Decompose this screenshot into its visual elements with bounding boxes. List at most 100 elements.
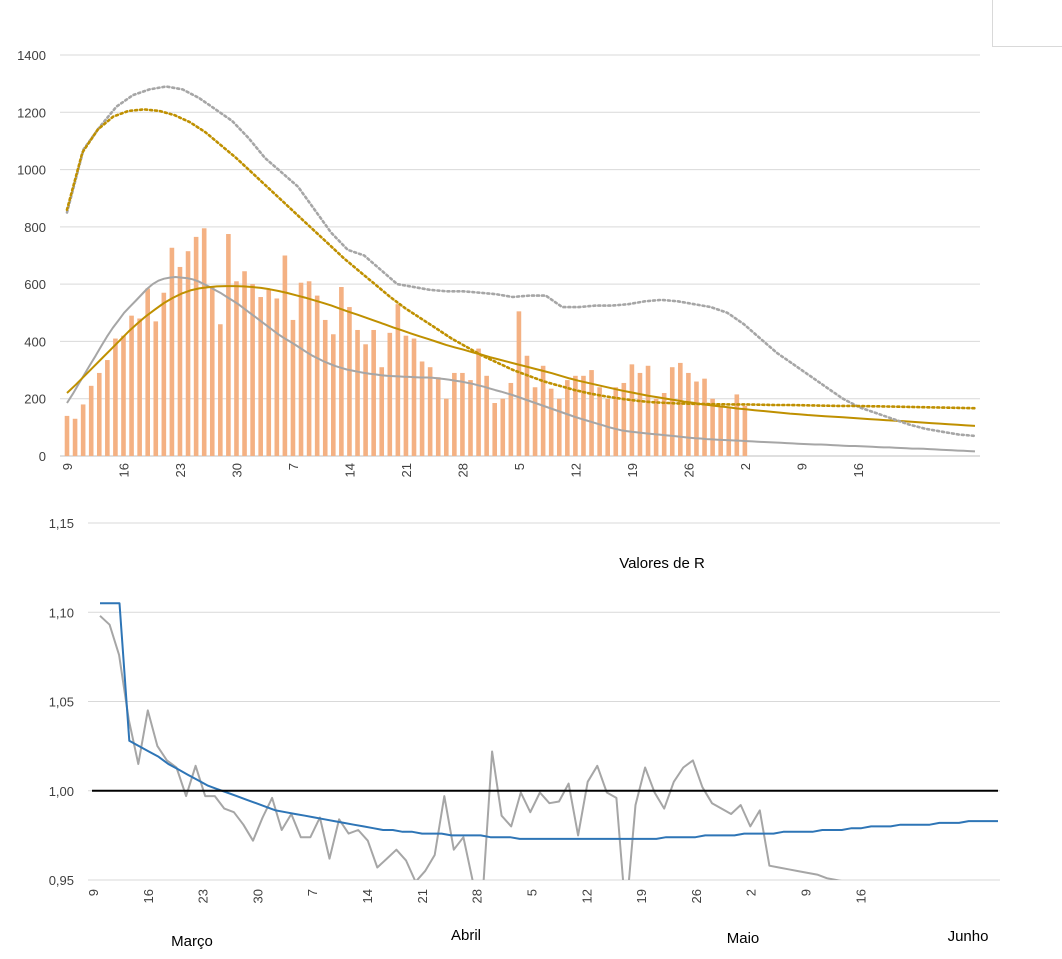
top-bar bbox=[387, 332, 393, 456]
bottom-y-tick-label: 0,95 bbox=[49, 873, 74, 888]
top-bar bbox=[379, 367, 385, 456]
top-bar bbox=[129, 315, 134, 456]
top-bar bbox=[669, 367, 675, 456]
top-bar bbox=[573, 375, 578, 456]
top-bar bbox=[565, 380, 570, 456]
top-bar bbox=[419, 361, 425, 456]
top-bar bbox=[314, 295, 320, 456]
top-x-tick-label: 28 bbox=[455, 463, 470, 477]
top-y-tick-label: 1400 bbox=[17, 48, 46, 63]
month-label-marco: Março bbox=[171, 933, 213, 950]
bottom-chart-x-ticks: 9 16 23 30 7 14 21 28 5 12 19 26 2 9 16 bbox=[86, 889, 868, 903]
bottom-x-tick-label: 26 bbox=[689, 889, 704, 903]
bottom-series-line bbox=[100, 602, 998, 840]
bottom-x-tick-label: 7 bbox=[305, 889, 320, 896]
bottom-x-tick-label: 2 bbox=[744, 889, 759, 896]
top-bar bbox=[621, 382, 627, 456]
top-series-line bbox=[65, 108, 977, 410]
top-x-tick-label: 7 bbox=[286, 463, 301, 470]
top-bar bbox=[290, 319, 296, 456]
top-bar bbox=[452, 372, 457, 456]
top-x-tick-label: 23 bbox=[173, 463, 188, 477]
bottom-series-line bbox=[99, 615, 842, 880]
top-bar bbox=[524, 355, 530, 456]
top-chart-x-ticks: 9 16 23 30 7 14 21 28 5 12 19 26 2 9 16 bbox=[60, 463, 866, 477]
top-bar bbox=[597, 387, 602, 456]
bottom-x-tick-label: 21 bbox=[415, 889, 430, 903]
top-bar bbox=[226, 234, 231, 456]
top-chart-y-ticks: 0 200 400 600 800 1000 1200 1400 bbox=[17, 48, 46, 464]
top-x-tick-label: 9 bbox=[794, 463, 809, 470]
top-bar bbox=[443, 398, 449, 456]
top-x-tick-label: 21 bbox=[399, 463, 414, 477]
top-bar bbox=[548, 388, 554, 456]
top-x-tick-label: 30 bbox=[229, 463, 244, 477]
top-bar bbox=[331, 334, 336, 456]
chart-corner-frame bbox=[992, 0, 1062, 47]
top-bar bbox=[250, 284, 255, 456]
top-bar bbox=[653, 398, 659, 456]
top-bar bbox=[113, 338, 118, 456]
top-bar bbox=[347, 307, 352, 456]
top-bar bbox=[209, 287, 215, 456]
bottom-x-tick-label: 19 bbox=[634, 889, 649, 903]
top-y-tick-label: 0 bbox=[39, 449, 46, 464]
top-bar bbox=[678, 362, 683, 456]
bottom-x-tick-label: 14 bbox=[360, 889, 375, 903]
top-bar bbox=[177, 266, 183, 456]
top-bar bbox=[637, 372, 643, 456]
bottom-chart-title: Valores de R bbox=[619, 555, 705, 572]
top-bar bbox=[339, 287, 344, 456]
bottom-x-tick-label: 30 bbox=[250, 889, 265, 903]
top-bar bbox=[96, 372, 102, 456]
top-series-line bbox=[66, 285, 976, 427]
top-bar bbox=[201, 228, 207, 456]
top-bar bbox=[121, 335, 126, 456]
top-chart-bars bbox=[64, 228, 748, 456]
top-bar bbox=[492, 403, 498, 456]
bottom-x-tick-label: 5 bbox=[524, 889, 539, 896]
bottom-y-tick-label: 1,00 bbox=[49, 784, 74, 799]
top-bar bbox=[686, 372, 691, 456]
top-bar bbox=[540, 365, 546, 456]
top-bar bbox=[702, 378, 707, 456]
top-series-line bbox=[66, 276, 976, 453]
bottom-x-tick-label: 9 bbox=[86, 889, 101, 896]
top-bar bbox=[185, 251, 191, 456]
top-y-tick-label: 1000 bbox=[17, 163, 46, 178]
top-bar bbox=[322, 319, 328, 456]
top-bar bbox=[734, 394, 740, 456]
top-bar bbox=[169, 247, 175, 456]
top-y-tick-label: 600 bbox=[24, 277, 46, 292]
bottom-x-tick-label: 28 bbox=[470, 889, 485, 903]
top-bar bbox=[137, 318, 142, 456]
top-bar bbox=[80, 404, 86, 456]
bottom-y-tick-label: 1,10 bbox=[49, 605, 74, 620]
top-x-tick-label: 2 bbox=[738, 463, 753, 470]
top-y-tick-label: 1200 bbox=[17, 105, 46, 120]
bottom-x-tick-label: 12 bbox=[579, 889, 594, 903]
top-chart-lines bbox=[65, 85, 977, 453]
top-bar bbox=[694, 381, 699, 456]
top-x-tick-label: 16 bbox=[851, 463, 866, 477]
top-bar bbox=[193, 236, 199, 456]
top-bar bbox=[411, 338, 417, 456]
top-bar bbox=[88, 385, 94, 456]
top-bar bbox=[710, 398, 715, 456]
top-bar bbox=[500, 398, 506, 456]
top-bar bbox=[218, 324, 223, 456]
top-bar bbox=[726, 407, 732, 456]
top-bar bbox=[613, 387, 619, 456]
top-bar bbox=[645, 365, 651, 456]
top-bar bbox=[161, 292, 167, 456]
top-y-tick-label: 200 bbox=[24, 392, 46, 407]
top-bar bbox=[516, 311, 522, 456]
top-bar bbox=[274, 298, 280, 456]
top-bar bbox=[556, 398, 562, 456]
bottom-chart-lines bbox=[92, 602, 998, 880]
bottom-x-tick-label: 23 bbox=[196, 889, 211, 903]
top-bar bbox=[105, 360, 110, 456]
bottom-x-tick-label: 9 bbox=[799, 889, 814, 896]
bottom-chart-gridlines bbox=[88, 522, 1000, 881]
